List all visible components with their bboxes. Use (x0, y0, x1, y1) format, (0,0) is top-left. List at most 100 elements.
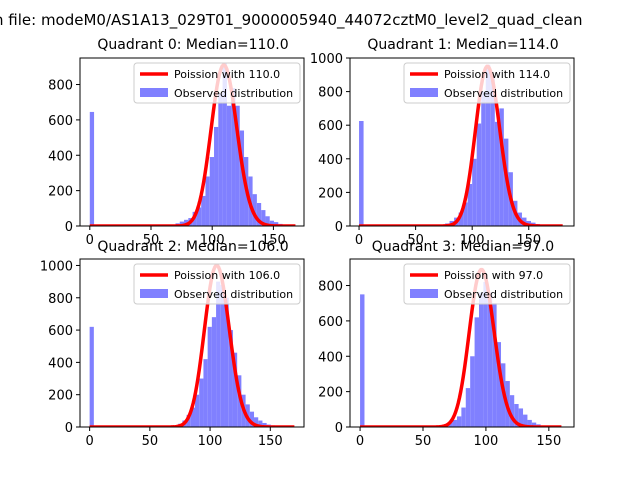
histogram-bar (207, 326, 212, 427)
histogram-bar (465, 388, 471, 427)
legend-box (133, 263, 301, 305)
histogram-bar (214, 126, 219, 226)
legend-observed-label: Observed distribution (444, 87, 563, 100)
histogram-bar (224, 297, 229, 427)
histogram-bar (196, 207, 202, 226)
legend-poisson-label: Poission with 114.0 (444, 68, 550, 81)
y-tick-label: 400 (48, 149, 73, 164)
histogram-bar (239, 130, 245, 226)
x-tick-label: 0 (356, 434, 364, 449)
quadrant-3-legend: Poission with 97.0 Observed distribution (403, 263, 571, 305)
x-tick-label: 100 (460, 233, 485, 248)
y-tick-label: 600 (318, 315, 343, 330)
histogram-bar (226, 105, 232, 226)
y-tick-label: 1000 (40, 259, 73, 274)
y-tick-label: 800 (318, 280, 343, 295)
histogram-bar (258, 420, 263, 427)
histogram-bar (190, 407, 196, 427)
histogram-bar (218, 93, 223, 226)
histogram-bar (209, 157, 215, 226)
histogram-bar (499, 108, 504, 226)
histogram-bar (483, 281, 488, 427)
histogram-bar (472, 158, 477, 226)
x-tick-label: 100 (198, 434, 223, 449)
quadrant-2-legend: Poission with 106.0 Observed distribution (133, 263, 301, 305)
quadrant-1-title: Quadrant 1: Median=114.0 (367, 37, 558, 53)
y-tick-label: 400 (48, 356, 73, 371)
histogram-bar (265, 216, 270, 226)
x-tick-label: 150 (261, 233, 286, 248)
quadrant-1-plot-area (358, 64, 564, 226)
legend-poisson-label: Poission with 97.0 (444, 269, 543, 282)
y-tick-label: 600 (48, 324, 73, 339)
histogram-bar (228, 330, 233, 427)
y-tick-label: 1000 (310, 52, 343, 67)
x-tick-label: 150 (536, 434, 561, 449)
histogram-bar (220, 284, 225, 427)
histogram-bar (476, 123, 482, 226)
quadrant-2-title: Quadrant 2: Median=106.0 (97, 239, 288, 255)
x-tick-label: 0 (85, 434, 93, 449)
histogram-bar (461, 407, 466, 427)
legend-observed-label: Observed distribution (444, 288, 563, 301)
legend-observed-label: Observed distribution (174, 288, 293, 301)
histogram-bar (485, 64, 491, 226)
x-tick-label: 0 (86, 233, 94, 248)
y-tick-label: 0 (65, 421, 73, 436)
histogram-bar (262, 422, 267, 427)
x-tick-label: 50 (142, 434, 159, 449)
histogram-bar (199, 378, 204, 427)
poisson-curve-line (89, 263, 295, 427)
histogram-bar (216, 281, 221, 427)
histogram-bar (494, 121, 500, 226)
quadrant-3-axes-frame (349, 258, 575, 428)
x-tick-label: 150 (516, 233, 541, 248)
y-tick-label: 200 (318, 186, 343, 201)
figure-suptitle: n file: modeM0/AS1A13_029T01_9000005940_… (0, 11, 583, 30)
histogram-bar (235, 105, 240, 226)
quadrant-0-legend: Poission with 110.0 Observed distribution (133, 62, 301, 104)
histogram-bar (195, 394, 200, 427)
histogram-bar (211, 317, 217, 427)
legend-observed-swatch (410, 289, 438, 298)
histogram-bar (269, 220, 275, 226)
legend-observed-swatch (140, 289, 168, 298)
histogram-bar (490, 78, 495, 226)
quadrant-2-axes-frame (79, 258, 305, 428)
legend-observed-swatch (410, 88, 438, 97)
y-tick-label: 600 (48, 114, 73, 129)
y-tick-label: 800 (318, 86, 343, 101)
histogram-bar (274, 222, 279, 226)
histogram-bar (509, 395, 515, 427)
histogram-bar (463, 202, 468, 226)
x-tick-label: 100 (200, 233, 225, 248)
histogram-bar (222, 63, 227, 226)
y-tick-label: 800 (48, 292, 73, 307)
histogram-bar (186, 414, 191, 427)
legend-poisson-label: Poission with 110.0 (174, 68, 280, 81)
histogram-bar (201, 195, 206, 226)
histogram-bar (360, 294, 365, 427)
y-tick-label: 800 (48, 79, 73, 94)
legend-poisson-label: Poission with 106.0 (174, 269, 280, 282)
legend-box (403, 263, 571, 305)
quadrant-0-panel: 0 50 100 150 0 200 400 600 800 Poission with 110.… (48, 37, 305, 248)
quadrant-1-legend: Poission with 114.0 Observed distribution (403, 62, 571, 104)
histogram-bar (531, 422, 537, 427)
legend-observed-label: Observed distribution (174, 87, 293, 100)
quadrant-1-panel: 0 50 100 150 0 200 400 600 800 1000 Poission with … (310, 37, 575, 248)
y-tick-label: 0 (65, 220, 73, 235)
histogram-bar (237, 375, 242, 427)
histogram-bar (458, 212, 464, 226)
quadrant-1-axes-frame (349, 57, 575, 227)
y-tick-label: 400 (318, 350, 343, 365)
histogram-bar (89, 326, 94, 427)
x-tick-label: 0 (355, 233, 363, 248)
histogram-bar (203, 359, 208, 427)
quadrant-2-plot-area (89, 263, 295, 427)
histogram-bar (470, 356, 475, 427)
histogram-bar (261, 210, 266, 226)
histogram-bar (89, 111, 95, 226)
histogram-bar (481, 91, 486, 226)
